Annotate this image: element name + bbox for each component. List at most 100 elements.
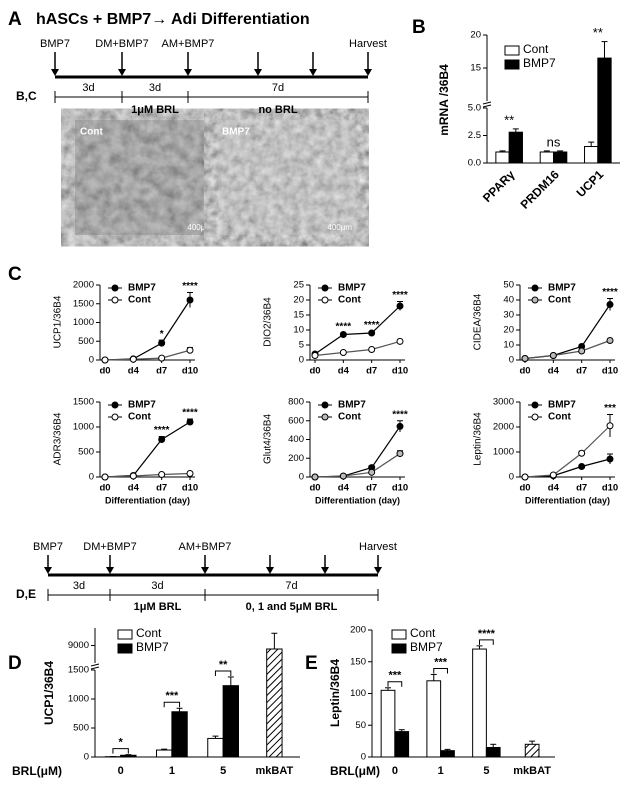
x-tick-label: 1 [438, 765, 444, 777]
y-tick-label: 3000 [493, 397, 514, 408]
x-tick-label: d7 [366, 366, 377, 377]
period-label: 3d [73, 580, 85, 592]
significance: **** [182, 281, 198, 292]
y-axis-label: Leptin/36B4 [328, 659, 342, 727]
x-tick-label: d0 [99, 483, 110, 494]
y-tick-label: 0 [84, 752, 89, 763]
event-label: BMP7 [33, 541, 63, 553]
y-tick-label: 10 [293, 325, 304, 336]
y-axis-label: mRNA /36B4 [437, 64, 451, 136]
significance: **** [154, 425, 170, 436]
micrograph-tint [218, 120, 355, 235]
marker [339, 472, 347, 480]
x-tick-label: d10 [182, 483, 198, 494]
bar [171, 711, 188, 758]
bar [485, 746, 501, 758]
y-tick-label: 500 [78, 336, 94, 347]
y-tick-label: 30 [503, 310, 514, 321]
marker [606, 422, 614, 430]
series-line [314, 453, 401, 478]
marker [396, 422, 404, 430]
bar [597, 57, 612, 164]
x-tick-label: d10 [182, 366, 198, 377]
micrograph-image [218, 120, 355, 235]
x-tick-label: UCP1 [574, 167, 607, 200]
y-tick-label: 1500 [68, 665, 89, 676]
legend-swatch [504, 45, 520, 56]
arrow-head [44, 567, 52, 574]
significance-bracket [112, 748, 129, 754]
marker [549, 352, 557, 359]
arrow-head [364, 69, 372, 76]
event-label: AM+BMP7 [162, 38, 215, 50]
bar [495, 151, 510, 164]
arrow-head [51, 69, 59, 76]
marker [396, 302, 404, 310]
x-axis-label: Differentiation (day) [525, 495, 610, 505]
period-label: 7d [285, 580, 297, 592]
y-tick-label: 9000 [68, 640, 89, 651]
bar [120, 754, 137, 758]
arrow-head [184, 69, 192, 76]
x-tick-label: mkBAT [513, 765, 551, 777]
y-tick-label: 400 [288, 434, 304, 445]
axis-break [90, 663, 100, 667]
y-tick-label: 200 [350, 625, 366, 636]
x-tick-label: d7 [576, 366, 587, 377]
arrow-head [266, 567, 274, 574]
x-tick-label: d4 [548, 483, 560, 494]
arrow-head [118, 69, 126, 76]
marker [101, 473, 109, 481]
series-line [524, 339, 611, 360]
y-tick-label: 1000 [493, 447, 514, 458]
arrow-head [254, 69, 262, 76]
x-tick-label: d4 [548, 366, 560, 377]
event-label: Harvest [359, 541, 397, 553]
x-tick-label: d4 [128, 483, 140, 494]
significance: * [160, 329, 164, 340]
x-axis-label: Differentiation (day) [315, 495, 400, 505]
legend-label: Cont [548, 295, 571, 306]
significance: **** [336, 322, 352, 333]
x-tick-label: d7 [576, 483, 587, 494]
marker [186, 470, 194, 477]
treatment-label: 1μM BRL [134, 601, 182, 613]
y-tick-label: 500 [73, 723, 89, 734]
legend-label: BMP7 [136, 640, 169, 654]
significance: **** [364, 320, 380, 331]
y-tick-label: 20 [470, 30, 481, 41]
x-tick-label: d4 [338, 366, 350, 377]
bar [394, 731, 410, 758]
x-tick-label: d0 [519, 366, 530, 377]
marker [311, 473, 319, 481]
timeline-panels: B,C [16, 89, 37, 103]
significance-bracket [387, 681, 403, 687]
legend-label: BMP7 [338, 400, 366, 411]
series-line [314, 340, 401, 357]
bar [553, 151, 568, 164]
legend-swatch [117, 643, 133, 654]
legend-label: Cont [128, 295, 151, 306]
panel-letter: A [8, 9, 22, 30]
legend-label: Cont [338, 295, 361, 306]
marker [578, 463, 586, 470]
marker [396, 337, 404, 345]
x-tick-label: d4 [338, 483, 350, 494]
timeline-panels: D,E [16, 587, 36, 601]
significance: **** [182, 408, 198, 419]
legend-marker [321, 284, 329, 292]
panel-letter: B [412, 17, 426, 38]
y-tick-label: 2.5 [468, 130, 481, 141]
image-label: Cont [80, 127, 103, 138]
panel-letter: E [305, 653, 318, 674]
arrow-head [106, 567, 114, 574]
marker [368, 329, 376, 337]
micrograph-tint [75, 120, 215, 235]
series-line [524, 458, 611, 478]
y-tick-label: 15 [293, 310, 304, 321]
y-tick-label: 15 [470, 63, 481, 74]
legend-marker [321, 401, 329, 409]
panel-letter: D [8, 653, 22, 674]
marker [549, 471, 557, 479]
bar [426, 680, 442, 758]
